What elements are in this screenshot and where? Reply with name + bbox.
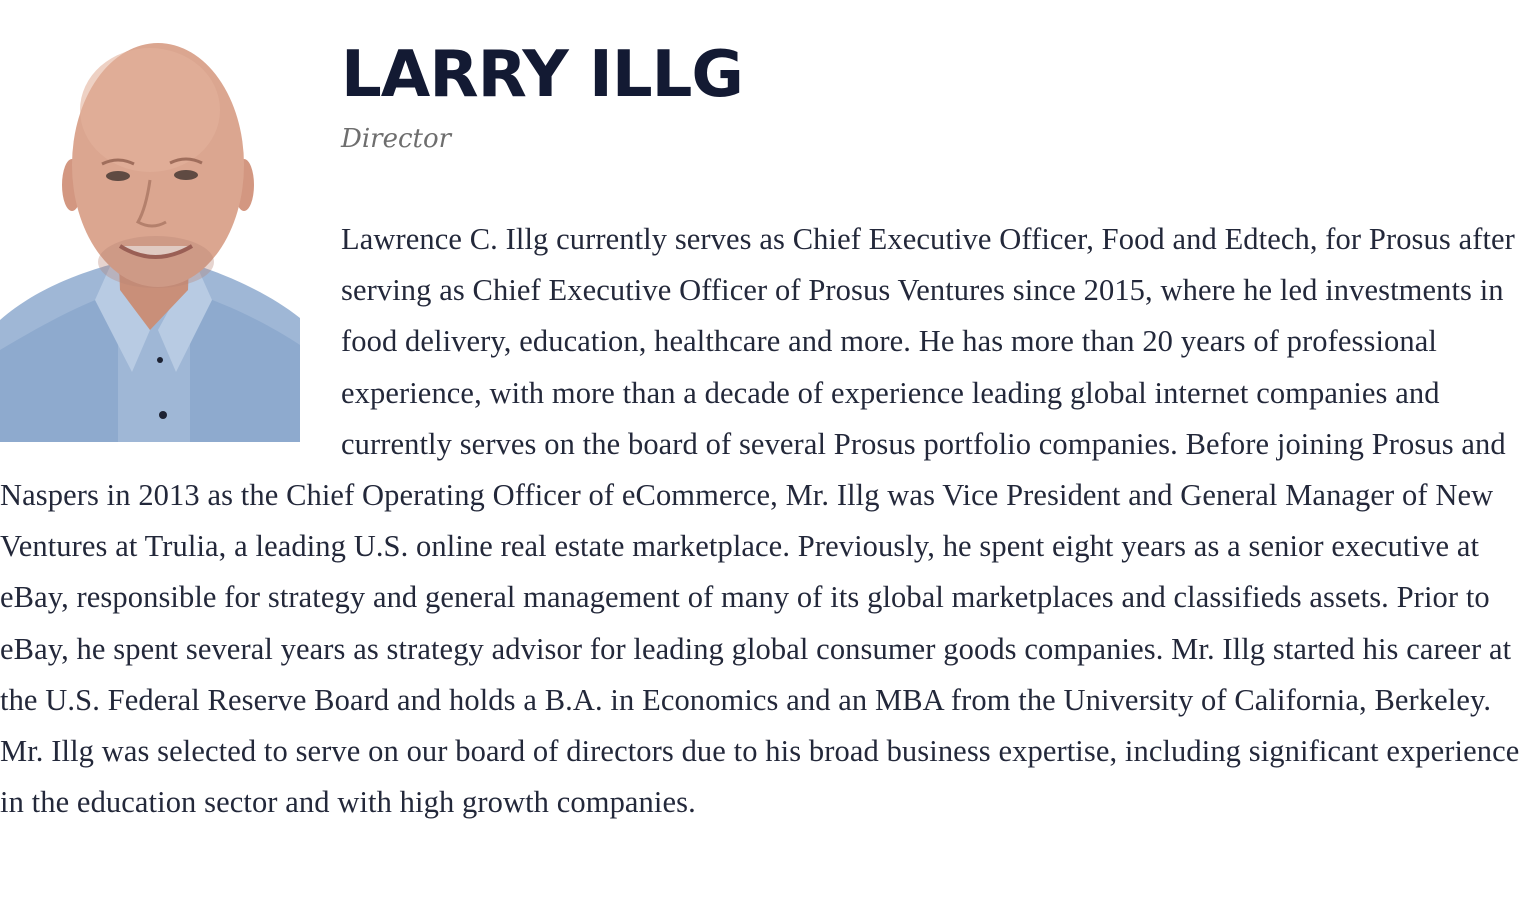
portrait-photo — [0, 0, 300, 442]
person-role: Director — [341, 124, 452, 154]
director-portrait — [0, 0, 300, 442]
person-bio: Lawrence C. Illg currently serves as Chi… — [0, 222, 1520, 820]
person-name: LARRY ILLG — [341, 38, 744, 112]
